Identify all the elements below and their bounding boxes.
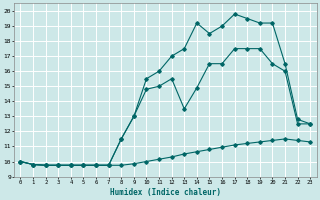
X-axis label: Humidex (Indice chaleur): Humidex (Indice chaleur)	[110, 188, 221, 197]
